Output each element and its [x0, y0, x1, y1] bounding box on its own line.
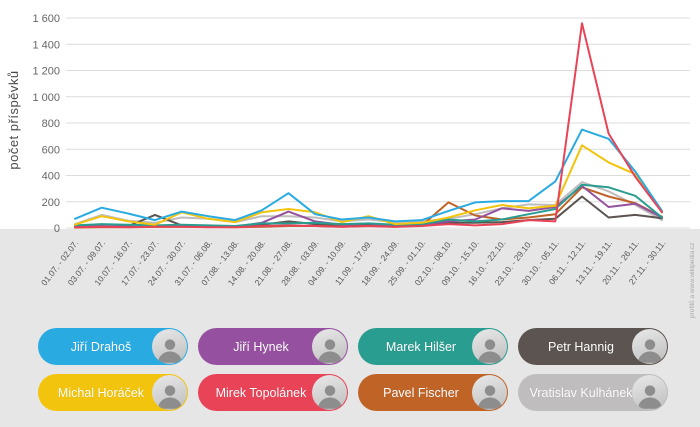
y-tick-label: 1 400: [32, 39, 60, 51]
person-icon: [637, 339, 662, 363]
candidate-avatar: [152, 375, 187, 410]
x-axis-labels: 01.07. - 02.07.03.07. - 09.07.10.07. - 1…: [39, 238, 668, 287]
series-line-horacek: [74, 144, 663, 226]
legend-pill-hannig[interactable]: Petr Hannig: [518, 328, 668, 365]
series-line-kulhanek: [74, 181, 663, 226]
candidate-avatar: [472, 375, 507, 410]
candidate-avatar: [632, 329, 667, 364]
legend-pill-fischer[interactable]: Pavel Fischer: [358, 374, 508, 411]
legend-label: Jiří Drahoš: [70, 339, 132, 354]
legend-pill-horacek[interactable]: Michal Horáček: [38, 374, 188, 411]
candidate-avatar: [632, 375, 667, 410]
y-tick-label: 800: [42, 118, 60, 130]
candidate-legend: Jiří Drahoš Jiří Hynek Marek Hilšer Petr Ha…: [38, 328, 668, 411]
candidate-avatar: [472, 329, 507, 364]
series-lines: [74, 22, 663, 229]
person-icon: [477, 385, 502, 409]
candidate-avatar: [312, 375, 347, 410]
credit-text: profilů a www.wikipedia.cz: [688, 242, 696, 318]
legend-pill-topolanek[interactable]: Mirek Topolánek: [198, 374, 348, 411]
y-tick-label: 600: [42, 144, 60, 156]
legend-label: Petr Hannig: [547, 339, 614, 354]
person-icon: [477, 339, 502, 363]
legend-label: Jiří Hynek: [233, 339, 289, 354]
legend-pill-kulhanek[interactable]: Vratislav Kulhánek: [518, 374, 668, 411]
legend-pill-hynek[interactable]: Jiří Hynek: [198, 328, 348, 365]
person-icon: [637, 385, 662, 409]
series-line-hilser: [74, 183, 663, 227]
series-line-topolanek: [74, 22, 663, 229]
legend-label: Michal Horáček: [57, 385, 145, 400]
person-icon: [317, 339, 342, 363]
candidate-avatar: [152, 329, 187, 364]
legend-pill-drahos[interactable]: Jiří Drahoš: [38, 328, 188, 365]
gridlines: [66, 17, 690, 229]
legend-label: Mirek Topolánek: [215, 385, 307, 400]
series-line-drahos: [74, 128, 663, 223]
legend-label: Pavel Fischer: [383, 385, 459, 400]
y-tick-label: 0: [54, 223, 60, 235]
legend-label: Marek Hilšer: [385, 339, 457, 354]
legend-label: Vratislav Kulhánek: [529, 385, 633, 400]
person-icon: [317, 385, 342, 409]
series-line-hannig: [74, 195, 663, 229]
y-tick-label: 1 600: [32, 13, 60, 25]
y-tick-label: 200: [42, 197, 60, 209]
y-tick-labels: 0 200 400 600 800 1 000 1 200 1 400 1 600: [32, 13, 60, 235]
person-icon: [157, 339, 182, 363]
y-tick-label: 1 000: [32, 92, 60, 104]
y-tick-label: 400: [42, 171, 60, 183]
person-icon: [157, 385, 182, 409]
candidate-avatar: [312, 329, 347, 364]
legend-pill-hilser[interactable]: Marek Hilšer: [358, 328, 508, 365]
y-axis-title: počet příspěvků: [6, 70, 21, 169]
y-tick-label: 1 200: [32, 66, 60, 78]
